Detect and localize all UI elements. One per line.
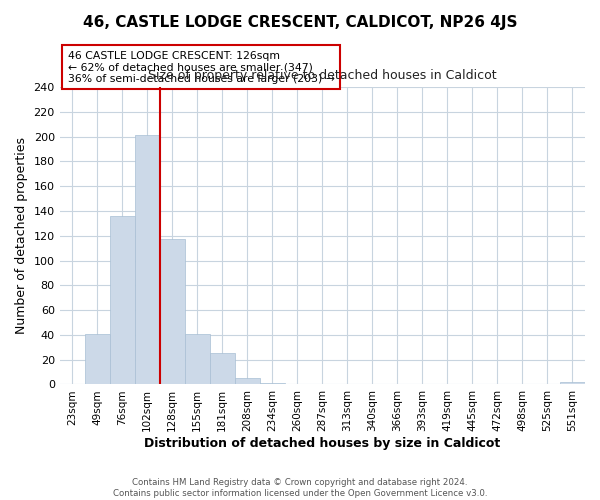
- Bar: [110, 216, 135, 384]
- Bar: [260, 383, 285, 384]
- Bar: [135, 136, 160, 384]
- Bar: [210, 354, 235, 384]
- Text: Contains HM Land Registry data © Crown copyright and database right 2024.
Contai: Contains HM Land Registry data © Crown c…: [113, 478, 487, 498]
- Text: 46 CASTLE LODGE CRESCENT: 126sqm
← 62% of detached houses are smaller (347)
36% : 46 CASTLE LODGE CRESCENT: 126sqm ← 62% o…: [68, 51, 334, 84]
- Title: Size of property relative to detached houses in Caldicot: Size of property relative to detached ho…: [148, 68, 497, 82]
- Bar: [85, 334, 110, 384]
- Bar: [235, 378, 260, 384]
- Y-axis label: Number of detached properties: Number of detached properties: [15, 138, 28, 334]
- Bar: [560, 382, 585, 384]
- Text: 46, CASTLE LODGE CRESCENT, CALDICOT, NP26 4JS: 46, CASTLE LODGE CRESCENT, CALDICOT, NP2…: [83, 15, 517, 30]
- Bar: [185, 334, 210, 384]
- Bar: [160, 240, 185, 384]
- X-axis label: Distribution of detached houses by size in Caldicot: Distribution of detached houses by size …: [144, 437, 500, 450]
